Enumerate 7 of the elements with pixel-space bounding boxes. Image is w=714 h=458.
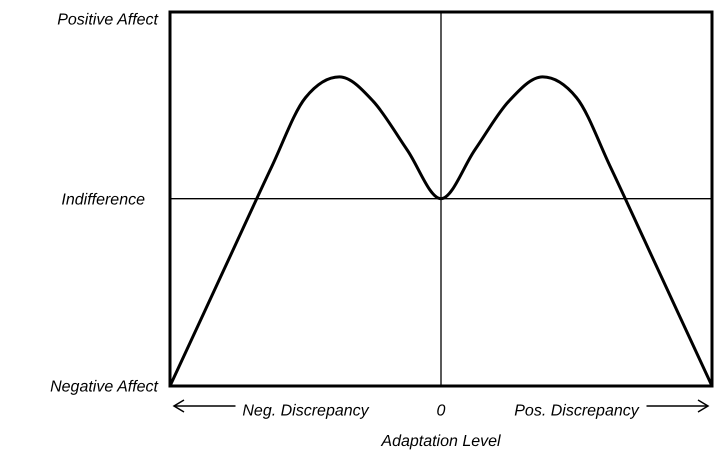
ref-line-label: Indifference <box>61 191 146 208</box>
x-tick-label: Neg. Discrepancy <box>242 402 370 420</box>
x-axis-title: Adaptation Level <box>380 433 502 450</box>
text: Negative Affect <box>50 378 159 396</box>
text: Positive Affect <box>57 12 159 29</box>
x-tick-label: 0 <box>436 402 446 420</box>
x-tick-label: Pos. Discrepancy <box>514 402 640 420</box>
